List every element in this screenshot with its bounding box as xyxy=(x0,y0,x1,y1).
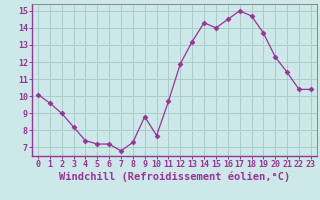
X-axis label: Windchill (Refroidissement éolien,°C): Windchill (Refroidissement éolien,°C) xyxy=(59,172,290,182)
